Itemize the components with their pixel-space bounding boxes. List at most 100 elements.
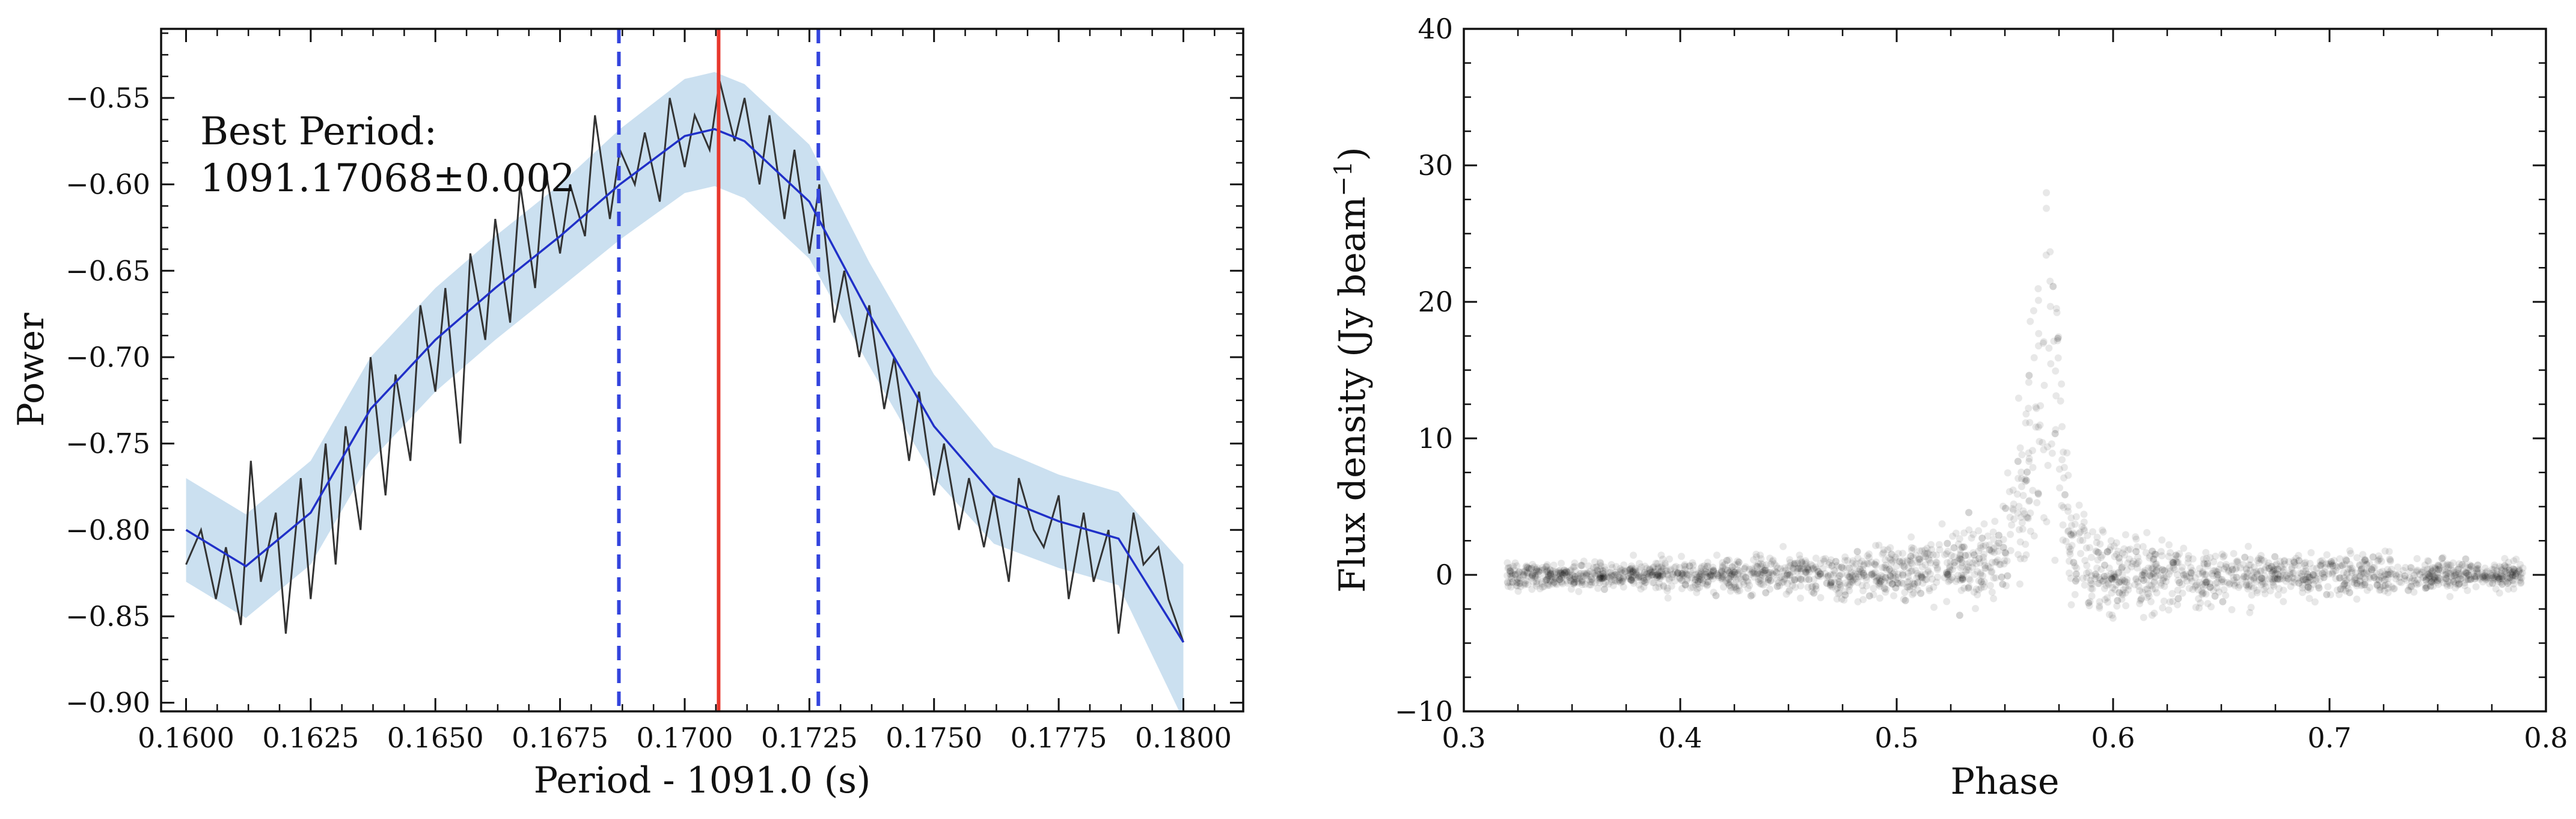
scatter-point (2457, 572, 2465, 579)
power-x-tick-label: 0.1725 (761, 722, 858, 754)
scatter-point (2426, 572, 2434, 580)
scatter-point (2489, 579, 2497, 587)
scatter-point (2259, 578, 2266, 586)
scatter-point (1889, 580, 1896, 588)
scatter-point (1954, 571, 1962, 579)
scatter-point (1965, 566, 1972, 574)
scatter-point (1740, 580, 1748, 588)
scatter-point (1709, 575, 1717, 583)
scatter-point (1598, 574, 1606, 582)
scatter-point (1861, 560, 1868, 568)
scatter-point (2509, 568, 2516, 576)
scatter-point (2418, 568, 2426, 576)
scatter-point (2123, 566, 2131, 574)
phase-y-tick-label: 10 (1418, 422, 1453, 455)
scatter-point (1804, 564, 1811, 572)
scatter-point (1725, 575, 1733, 583)
scatter-point (2187, 569, 2195, 577)
scatter-point (1810, 566, 1818, 574)
scatter-point (1660, 583, 1668, 590)
scatter-point (1600, 574, 1608, 581)
scatter-point (2408, 583, 2415, 590)
scatter-point (2121, 551, 2128, 559)
scatter-point (2110, 542, 2118, 550)
scatter-point (2427, 569, 2434, 577)
scatter-point (2320, 574, 2328, 581)
scatter-point (1576, 575, 1583, 582)
scatter-point (1511, 566, 1519, 574)
scatter-point (2080, 525, 2088, 533)
scatter-point (1926, 556, 1933, 564)
scatter-point (1733, 586, 1740, 594)
scatter-point (2311, 571, 2319, 579)
scatter-point (1648, 571, 1656, 579)
scatter-point (2250, 568, 2257, 576)
scatter-point (2341, 580, 2349, 587)
scatter-point (2467, 575, 2475, 583)
scatter-point (1553, 580, 1561, 588)
scatter-point (1789, 568, 1797, 575)
scatter-point (1874, 573, 1882, 581)
scatter-point (1992, 559, 1999, 566)
scatter-point (2128, 563, 2135, 571)
scatter-point (1752, 562, 1760, 570)
scatter-point (2452, 584, 2459, 592)
scatter-point (1525, 569, 1532, 577)
scatter-point (1543, 566, 1551, 574)
scatter-point (1948, 574, 1956, 581)
scatter-point (2180, 544, 2188, 552)
scatter-point (2017, 555, 2024, 563)
scatter-point (2376, 583, 2384, 591)
scatter-point (2373, 581, 2381, 589)
scatter-point (1704, 581, 1712, 589)
scatter-point (1725, 579, 1733, 587)
scatter-point (2434, 577, 2441, 584)
scatter-point (1710, 568, 1718, 575)
scatter-point (1933, 578, 1941, 586)
scatter-point (2259, 575, 2266, 582)
scatter-point (2087, 579, 2095, 587)
scatter-point (1629, 569, 1636, 577)
scatter-point (2387, 556, 2394, 564)
scatter-point (2094, 556, 2102, 564)
scatter-point (2323, 590, 2331, 598)
scatter-point (1750, 568, 1758, 576)
scatter-point (2509, 572, 2517, 580)
scatter-point (2498, 580, 2506, 588)
scatter-point (1574, 578, 1582, 586)
scatter-point (2085, 599, 2093, 607)
scatter-point (2197, 599, 2204, 607)
scatter-point (1686, 562, 1693, 570)
scatter-point (1885, 577, 1893, 584)
scatter-point (2154, 571, 2161, 579)
scatter-point (2189, 555, 2197, 563)
scatter-point (2079, 574, 2087, 582)
scatter-point (1914, 578, 1921, 586)
scatter-point (1698, 563, 1706, 571)
scatter-point (2443, 571, 2450, 578)
scatter-point (1858, 557, 1866, 565)
scatter-point (1507, 578, 1514, 586)
scatter-point (2291, 561, 2299, 569)
scatter-point (2351, 576, 2358, 584)
scatter-point (2348, 567, 2356, 575)
scatter-point (1758, 566, 1766, 573)
scatter-point (1557, 569, 1565, 577)
scatter-point (2409, 574, 2417, 582)
scatter-point (2233, 574, 2241, 581)
scatter-point (1767, 577, 1775, 584)
scatter-point (1528, 565, 1535, 572)
scatter-point (2146, 572, 2154, 580)
scatter-point (1571, 559, 1579, 567)
scatter-point (1963, 566, 1971, 574)
scatter-point (2161, 567, 2168, 575)
scatter-point (1626, 575, 1633, 583)
scatter-point (1560, 566, 1568, 574)
scatter-point (1551, 568, 1559, 575)
scatter-point (1977, 578, 1985, 586)
scatter-point (1556, 569, 1564, 576)
scatter-point (1982, 564, 1990, 572)
scatter-point (1596, 559, 1604, 566)
scatter-point (2423, 583, 2431, 591)
scatter-point (1767, 560, 1775, 568)
